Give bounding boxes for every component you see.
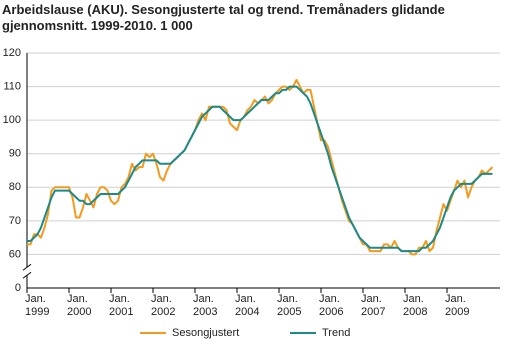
axis-break [22, 263, 32, 279]
x-tick-label: Jan. 2002 [151, 293, 176, 318]
y-tick-label: 0 [15, 282, 21, 294]
y-tick-label: 90 [9, 148, 21, 160]
y-tick-label: 80 [9, 181, 21, 193]
x-tick-label: Jan. 2009 [445, 293, 470, 318]
x-tick-label: Jan. 2007 [361, 293, 386, 318]
x-tick-label: Jan. 2000 [67, 293, 92, 318]
x-tick-label: Jan. 2005 [277, 293, 302, 318]
y-tick-label: 110 [3, 80, 21, 92]
series-line [27, 85, 493, 253]
chart-title: Arbeidslause (AKU). Sesongjusterte tal o… [2, 2, 445, 33]
x-tick-label: Jan. 2006 [319, 293, 344, 318]
legend-label: Trend [322, 327, 350, 339]
x-tick-label: Jan. 2004 [235, 293, 260, 318]
series-line [27, 78, 494, 256]
x-tick-label: Jan. 2001 [109, 293, 134, 318]
x-tick-label: Jan. 2003 [193, 293, 218, 318]
y-tick-label: 70 [9, 215, 21, 227]
y-tick-label: 120 [3, 47, 21, 59]
y-tick-label: 100 [3, 114, 21, 126]
x-tick-label: Jan. 2008 [403, 293, 428, 318]
x-tick-label: Jan. 1999 [25, 293, 50, 318]
legend-label: Sesongjustert [172, 327, 239, 339]
y-tick-label: 60 [9, 248, 21, 260]
